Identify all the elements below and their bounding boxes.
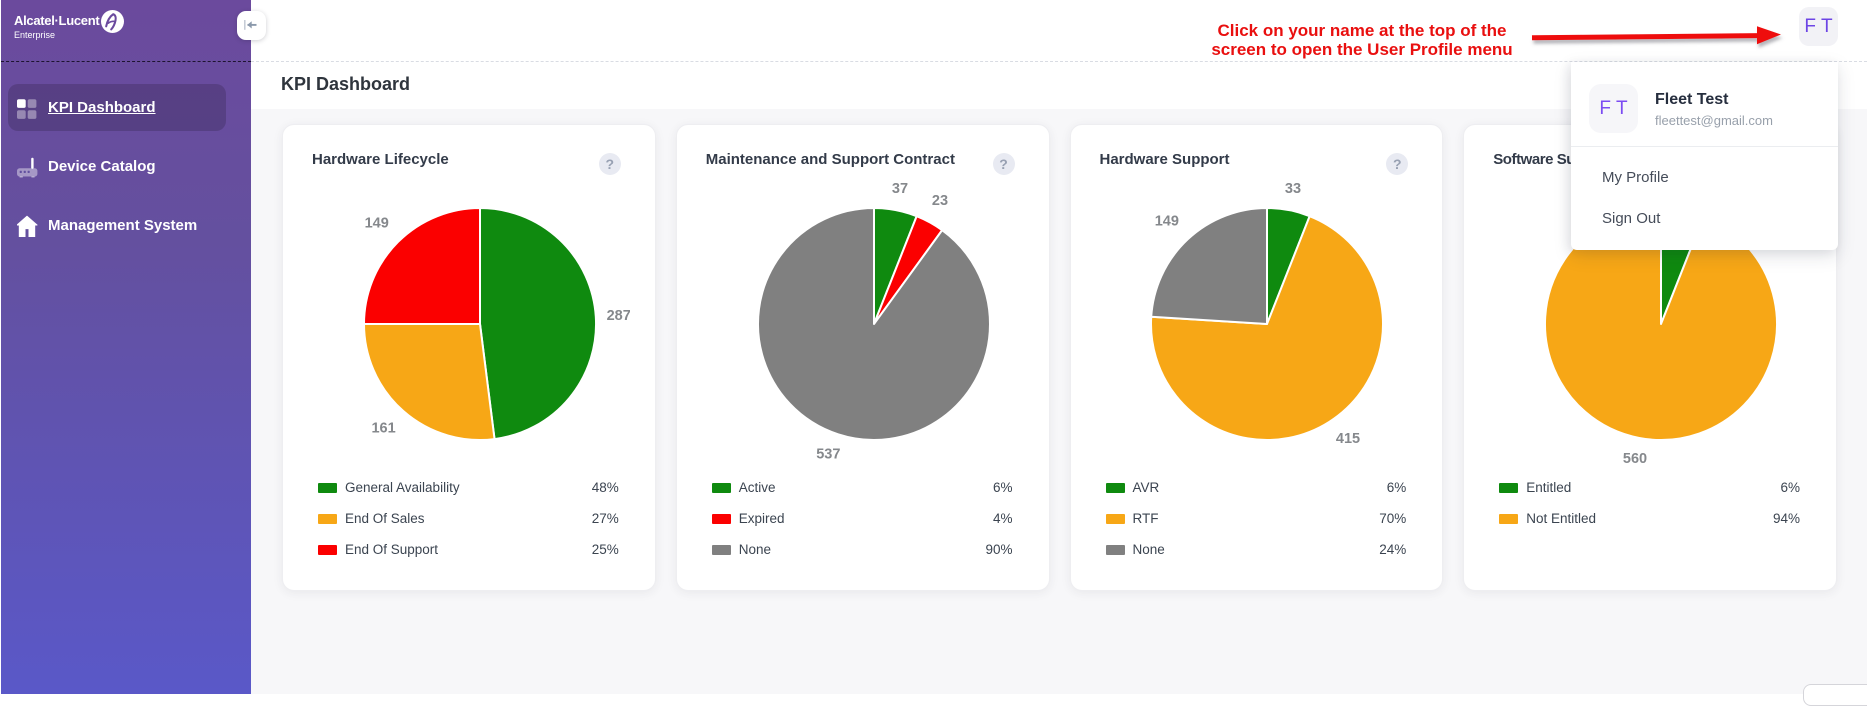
svg-text:33: 33 (1285, 181, 1301, 197)
svg-text:37: 37 (892, 181, 908, 197)
svg-text:149: 149 (364, 216, 388, 232)
svg-text:537: 537 (816, 447, 840, 463)
svg-text:23: 23 (932, 193, 948, 209)
svg-text:161: 161 (371, 420, 395, 436)
svg-text:415: 415 (1336, 431, 1360, 447)
svg-text:149: 149 (1155, 214, 1179, 230)
svg-text:287: 287 (606, 308, 629, 324)
svg-text:560: 560 (1623, 451, 1647, 467)
